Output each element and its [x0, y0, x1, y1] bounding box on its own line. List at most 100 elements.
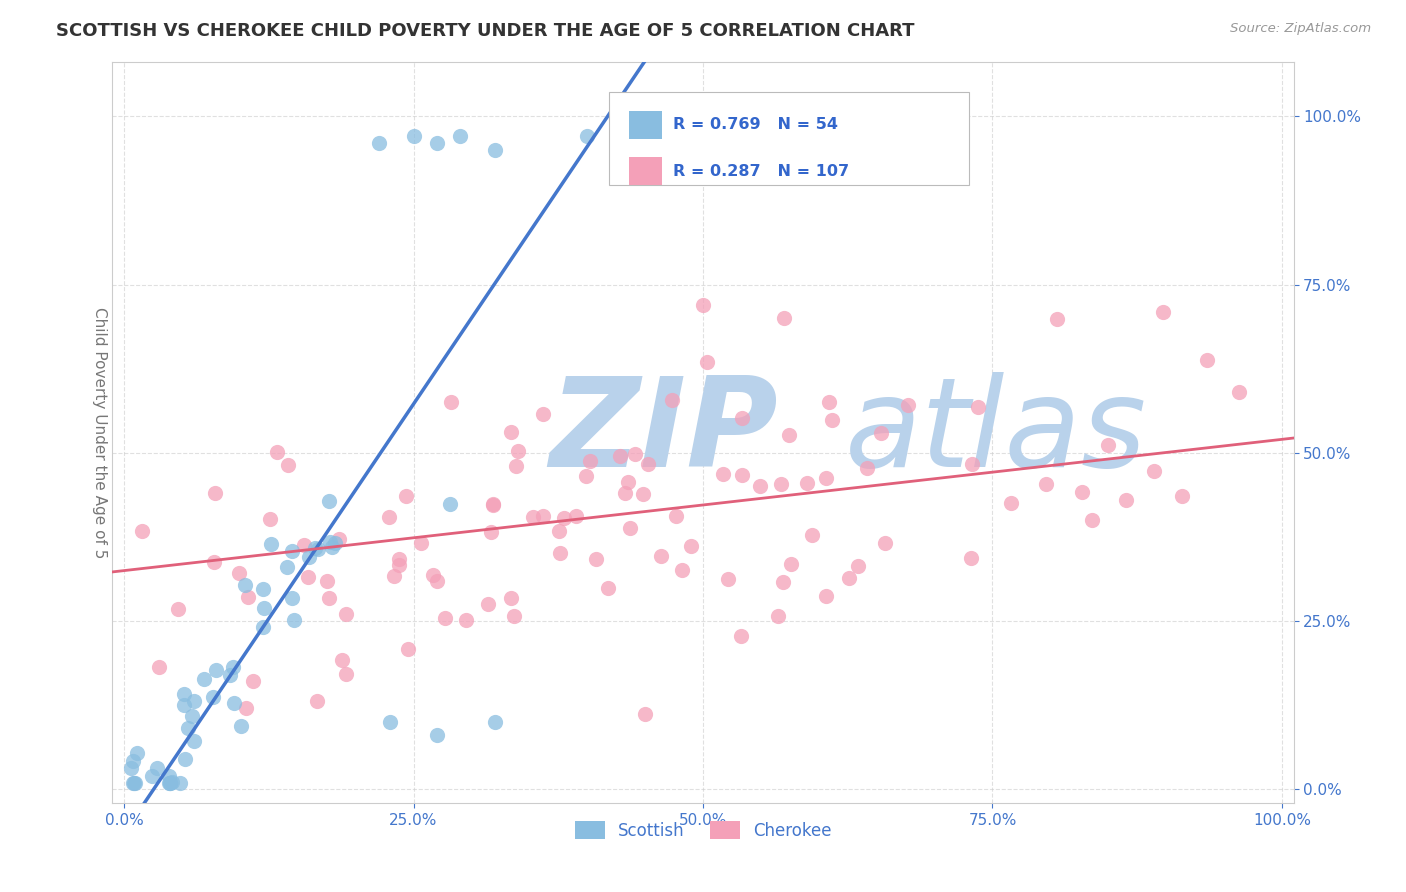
Point: [183, 734, 205, 748]
Point: [773, 311, 796, 326]
Point: [596, 581, 619, 595]
Point: [619, 521, 641, 535]
Point: [319, 535, 342, 549]
Point: [411, 536, 433, 550]
Point: [259, 511, 281, 525]
Point: [260, 537, 283, 551]
Point: [307, 542, 329, 557]
Bar: [628, 157, 662, 186]
Point: [298, 549, 321, 564]
Point: [125, 747, 148, 761]
Point: [377, 509, 399, 524]
Point: [177, 722, 200, 736]
Point: [426, 574, 449, 588]
Point: [252, 601, 274, 615]
Point: [482, 498, 505, 512]
Point: [1046, 312, 1069, 326]
Point: [565, 509, 588, 524]
Point: [848, 559, 870, 574]
Point: [548, 524, 571, 539]
Point: [817, 394, 839, 409]
Point: [204, 485, 226, 500]
Point: [671, 563, 693, 577]
Point: [141, 769, 163, 783]
Point: [1070, 484, 1092, 499]
Point: [422, 568, 444, 582]
Point: [665, 508, 688, 523]
Point: [624, 447, 647, 461]
Point: [505, 458, 527, 473]
Point: [122, 775, 145, 789]
Point: [796, 476, 818, 491]
Point: [315, 574, 337, 588]
Point: [380, 714, 402, 729]
Text: SCOTTISH VS CHEROKEE CHILD POVERTY UNDER THE AGE OF 5 CORRELATION CHART: SCOTTISH VS CHEROKEE CHILD POVERTY UNDER…: [56, 22, 915, 40]
Point: [730, 468, 752, 483]
Point: [548, 546, 571, 560]
Point: [575, 468, 598, 483]
Point: [169, 775, 191, 789]
Point: [800, 528, 823, 542]
Point: [402, 129, 425, 144]
Point: [1171, 489, 1194, 503]
Point: [131, 524, 153, 538]
Point: [966, 400, 988, 414]
Point: [897, 398, 920, 412]
Point: [766, 608, 789, 623]
Point: [145, 761, 167, 775]
Point: [1115, 493, 1137, 508]
Point: [193, 673, 215, 687]
Point: [631, 487, 654, 501]
Point: [252, 620, 274, 634]
Point: [202, 690, 225, 704]
Point: [960, 457, 983, 471]
Point: [162, 775, 184, 789]
Point: [780, 558, 803, 572]
Point: [634, 706, 657, 721]
Point: [318, 493, 340, 508]
Point: [396, 642, 419, 657]
Point: [531, 508, 554, 523]
Point: [395, 489, 418, 503]
Point: [1000, 496, 1022, 510]
Point: [120, 761, 142, 775]
Point: [382, 568, 405, 582]
Point: [481, 525, 503, 540]
Point: [482, 497, 505, 511]
Point: [1035, 476, 1057, 491]
Bar: [628, 111, 662, 138]
Point: [730, 629, 752, 643]
Point: [426, 729, 449, 743]
Point: [122, 775, 145, 789]
Point: [439, 497, 461, 511]
Text: R = 0.769   N = 54: R = 0.769 N = 54: [673, 117, 838, 132]
Point: [219, 668, 242, 682]
Legend: Scottish, Cherokee: Scottish, Cherokee: [568, 814, 838, 847]
Point: [1142, 465, 1164, 479]
Point: [576, 129, 599, 144]
Point: [1152, 304, 1174, 318]
Point: [1227, 384, 1250, 399]
Point: [1080, 513, 1102, 527]
Point: [159, 775, 181, 789]
Point: [838, 571, 860, 585]
Point: [304, 541, 326, 555]
Text: Source: ZipAtlas.com: Source: ZipAtlas.com: [1230, 22, 1371, 36]
Point: [122, 754, 145, 768]
Point: [731, 411, 754, 425]
Point: [449, 129, 471, 144]
Text: ZIP: ZIP: [550, 372, 778, 493]
Point: [769, 476, 792, 491]
Point: [183, 694, 205, 708]
Point: [328, 532, 350, 546]
Point: [553, 511, 575, 525]
Point: [503, 608, 526, 623]
Point: [695, 354, 717, 368]
Point: [679, 539, 702, 553]
Point: [283, 613, 305, 627]
Point: [173, 687, 195, 701]
Y-axis label: Child Poverty Under the Age of 5: Child Poverty Under the Age of 5: [91, 307, 107, 558]
Point: [960, 551, 983, 566]
Point: [307, 694, 329, 708]
Point: [388, 552, 411, 566]
